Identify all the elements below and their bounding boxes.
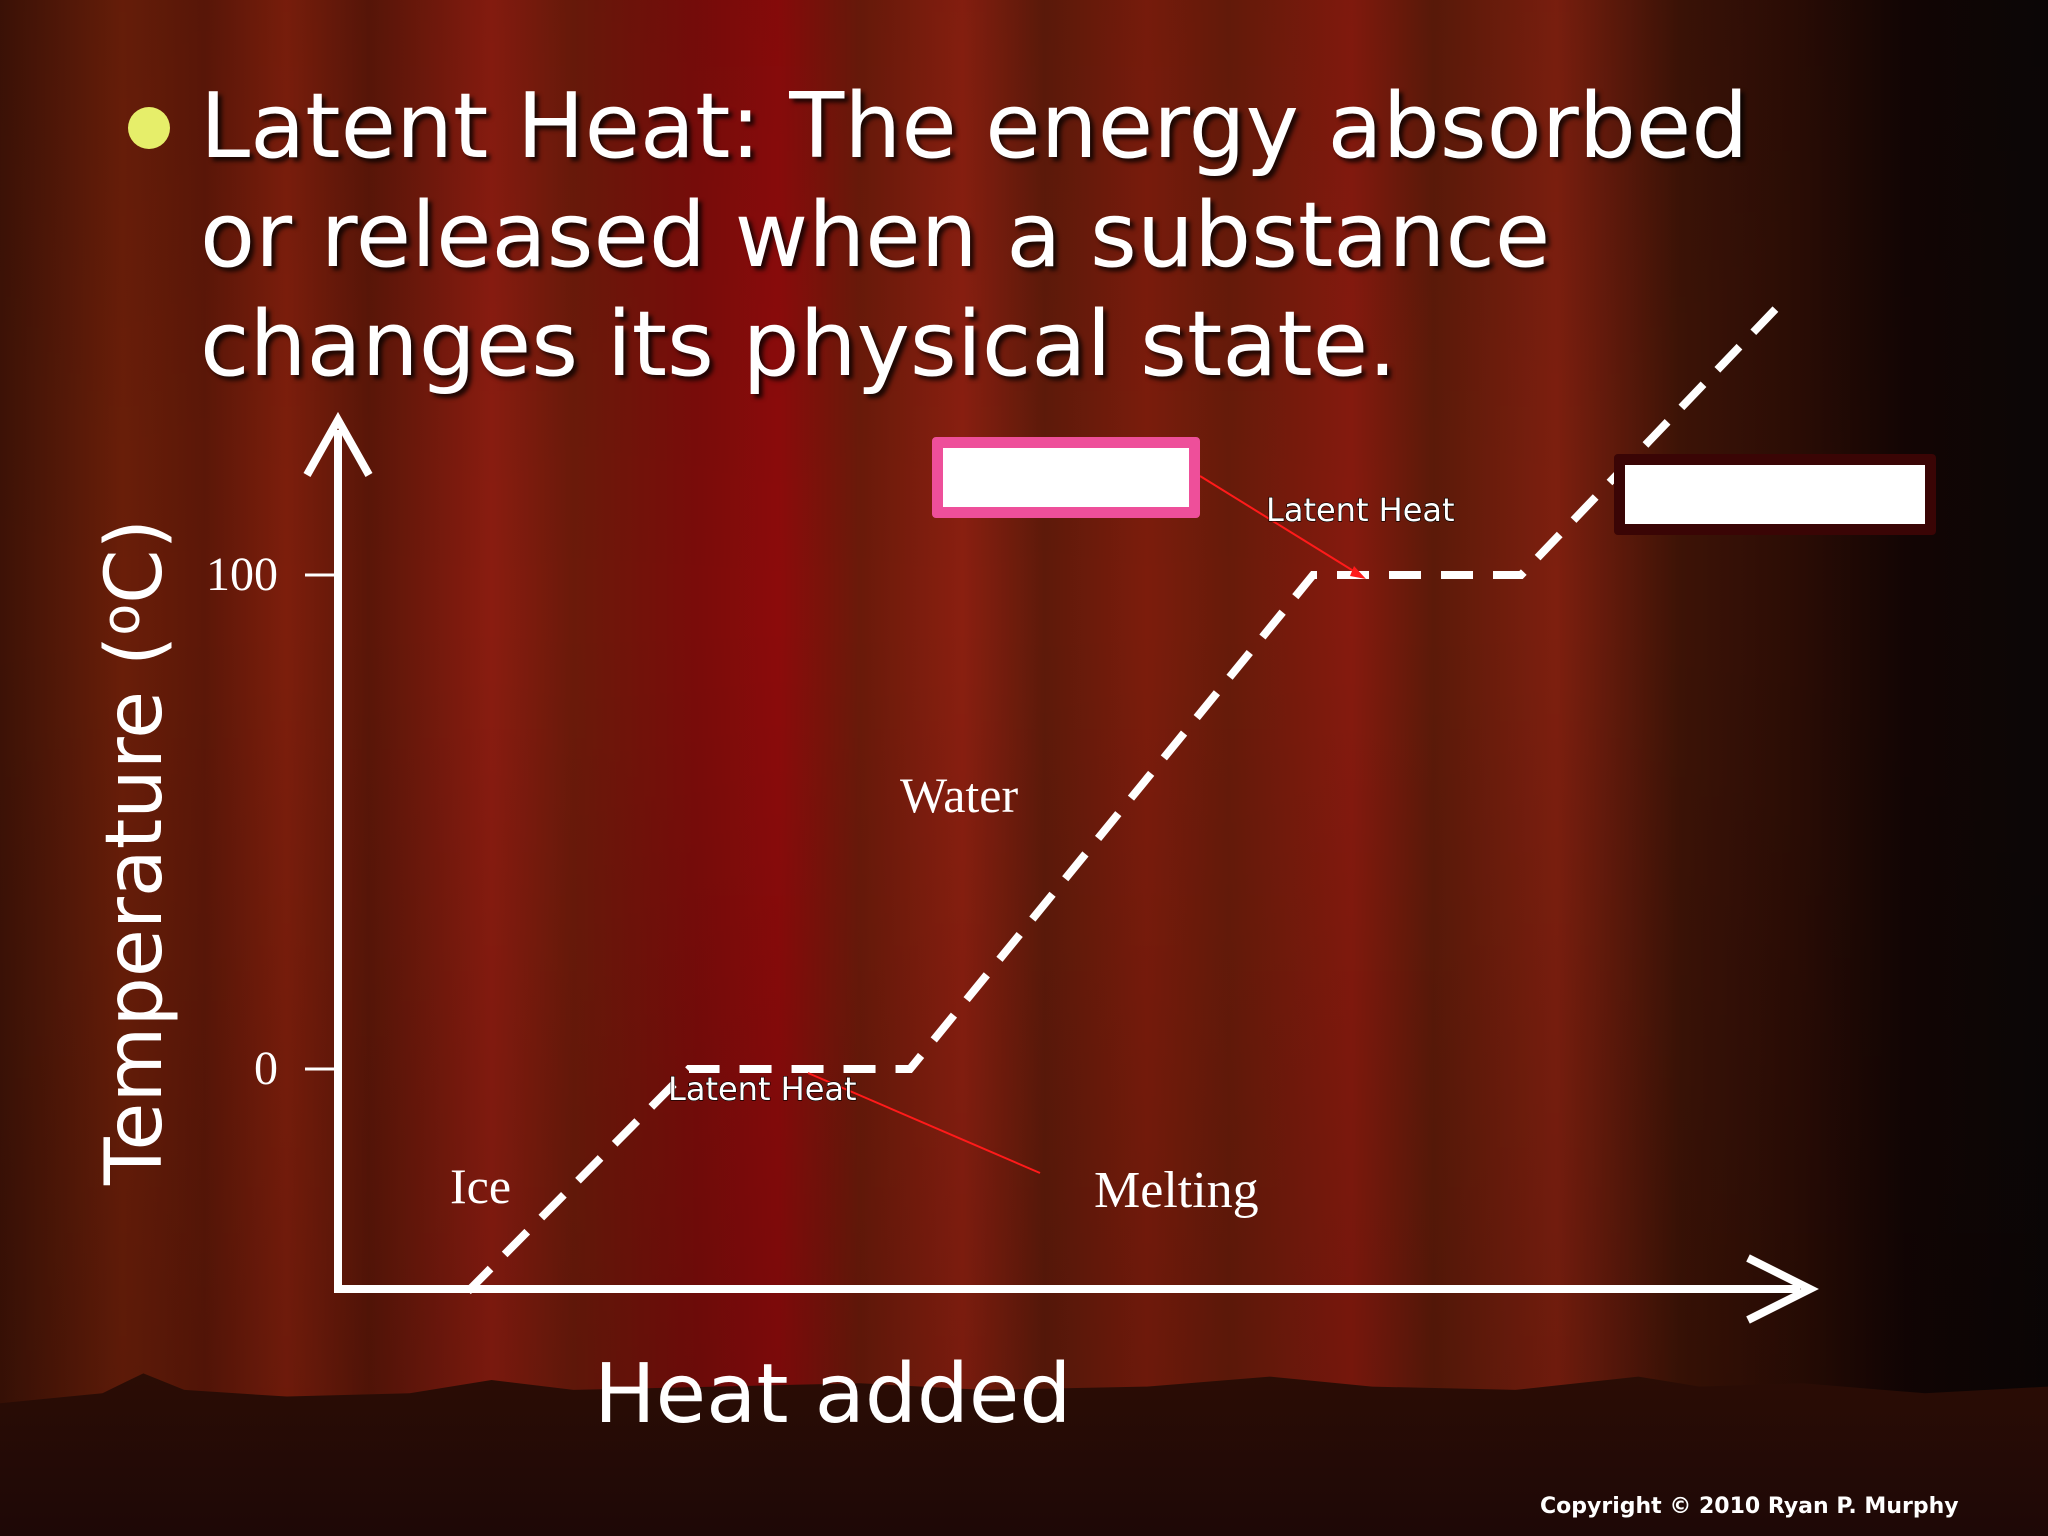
ice-label: Ice (450, 1158, 511, 1214)
bullet-icon (128, 107, 170, 149)
blank-label-box-2[interactable] (1614, 454, 1936, 535)
melting-pointer-line (807, 1072, 1041, 1174)
y-axis-label-unit: C) (90, 518, 180, 604)
blank-label-box-1[interactable] (932, 437, 1200, 518)
water-label: Water (900, 767, 1018, 823)
latent-heat-boiling-label: Latent Heat (1266, 491, 1455, 529)
y-axis-label-main: Temperature ( (90, 635, 180, 1185)
y-axis-arrowhead (303, 411, 373, 477)
x-axis-arrowhead (1746, 1254, 1819, 1324)
y-axis-label: Temperature (oC) (67, 519, 180, 1185)
boiling-pointer-line (1199, 475, 1361, 576)
x-axis-label: Heat added (594, 1347, 1072, 1442)
slide-title: Latent Heat: The energy absorbed or rele… (200, 74, 1749, 397)
y-tick-label-0: 0 (254, 1042, 278, 1095)
boiling-pointer-arrowhead (1350, 566, 1366, 579)
y-tick-label-100: 100 (206, 548, 278, 601)
stage-floor-decoration (0, 1373, 2048, 1536)
melting-label: Melting (1094, 1162, 1259, 1219)
copyright-notice: Copyright © 2010 Ryan P. Murphy (1540, 1494, 1959, 1519)
heating-curve-line (465, 300, 1784, 1295)
y-axis-label-degree: o (92, 603, 152, 636)
latent-heat-melting-label: Latent Heat (668, 1070, 857, 1108)
